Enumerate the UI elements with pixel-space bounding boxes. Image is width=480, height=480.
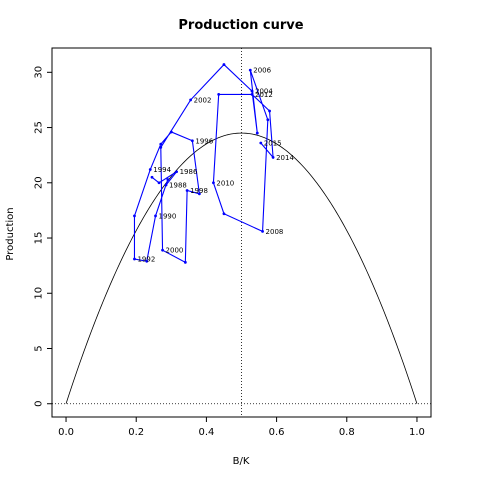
data-point — [133, 257, 136, 261]
data-point — [255, 131, 259, 135]
data-point — [268, 109, 271, 113]
year-label: 2015 — [264, 140, 282, 148]
data-point — [222, 212, 226, 216]
year-label: 2002 — [194, 96, 212, 104]
y-tick-label: 20 — [34, 176, 45, 189]
x-tick-label: 0.2 — [128, 427, 144, 438]
y-tick-label: 10 — [34, 287, 45, 300]
data-point — [217, 93, 221, 96]
reference-lines — [52, 48, 431, 417]
data-point — [185, 189, 189, 192]
data-point — [197, 192, 201, 196]
y-tick-label: 5 — [34, 345, 45, 351]
y-tick-label: 30 — [34, 66, 45, 79]
x-tick-label: 0.0 — [58, 427, 74, 438]
x-tick-label: 1.0 — [409, 427, 425, 438]
data-point — [164, 183, 168, 187]
series-layer: 1986 1988 1990 1992 1994 1996 1998 2000 2002 2004… — [133, 63, 294, 264]
data-point — [183, 260, 187, 264]
data-point — [157, 181, 161, 185]
year-label: 1990 — [159, 212, 177, 220]
data-point — [154, 214, 157, 218]
x-axis-label: B/K — [233, 456, 250, 467]
y-axis-label: Production — [5, 207, 16, 260]
data-point — [133, 214, 136, 218]
year-label: 2014 — [276, 154, 294, 162]
chart-title: Production curve — [178, 18, 303, 33]
data-point — [169, 130, 173, 134]
year-label: 1988 — [169, 181, 187, 189]
data-point — [159, 142, 163, 146]
data-point — [175, 170, 178, 174]
data-point — [261, 229, 264, 233]
curve-layer — [65, 132, 418, 404]
x-tick-label: 0.8 — [339, 427, 355, 438]
year-label: 2004 — [255, 88, 273, 96]
axes-layer: 0.0 0.2 0.4 0.6 0.8 1.0 0 5 10 15 20 25 30 — [34, 47, 432, 438]
year-label: 1992 — [137, 256, 155, 264]
year-label: 2008 — [266, 228, 284, 236]
data-point — [250, 93, 254, 96]
data-point — [145, 259, 149, 263]
year-label: 2006 — [253, 67, 271, 75]
year-label: 1986 — [180, 168, 198, 176]
data-point — [259, 141, 263, 145]
plot-frame — [51, 47, 432, 418]
x-tick-label: 0.6 — [269, 427, 285, 438]
data-point — [161, 248, 164, 252]
series-line — [133, 63, 274, 264]
data-point — [266, 118, 270, 122]
y-tick-label: 25 — [34, 121, 45, 134]
year-label: 2000 — [166, 247, 184, 255]
data-point — [166, 178, 170, 181]
data-point — [250, 89, 254, 93]
y-tick-label: 0 — [34, 401, 45, 407]
data-point — [248, 68, 252, 72]
data-point — [189, 98, 193, 102]
y-tick-label: 15 — [34, 232, 45, 245]
x-tick-label: 0.4 — [198, 427, 214, 438]
data-point — [150, 175, 154, 179]
data-point — [271, 155, 275, 159]
year-label: 1994 — [153, 166, 171, 174]
year-label: 2010 — [216, 179, 234, 187]
year-label: 1998 — [190, 187, 208, 195]
year-label: 1996 — [195, 137, 213, 145]
data-point — [148, 168, 152, 171]
data-point — [159, 146, 163, 149]
year-label: 2012 — [255, 91, 273, 99]
data-point — [212, 181, 215, 185]
production-curve — [65, 132, 418, 404]
data-point — [222, 63, 226, 66]
data-point — [190, 139, 194, 143]
